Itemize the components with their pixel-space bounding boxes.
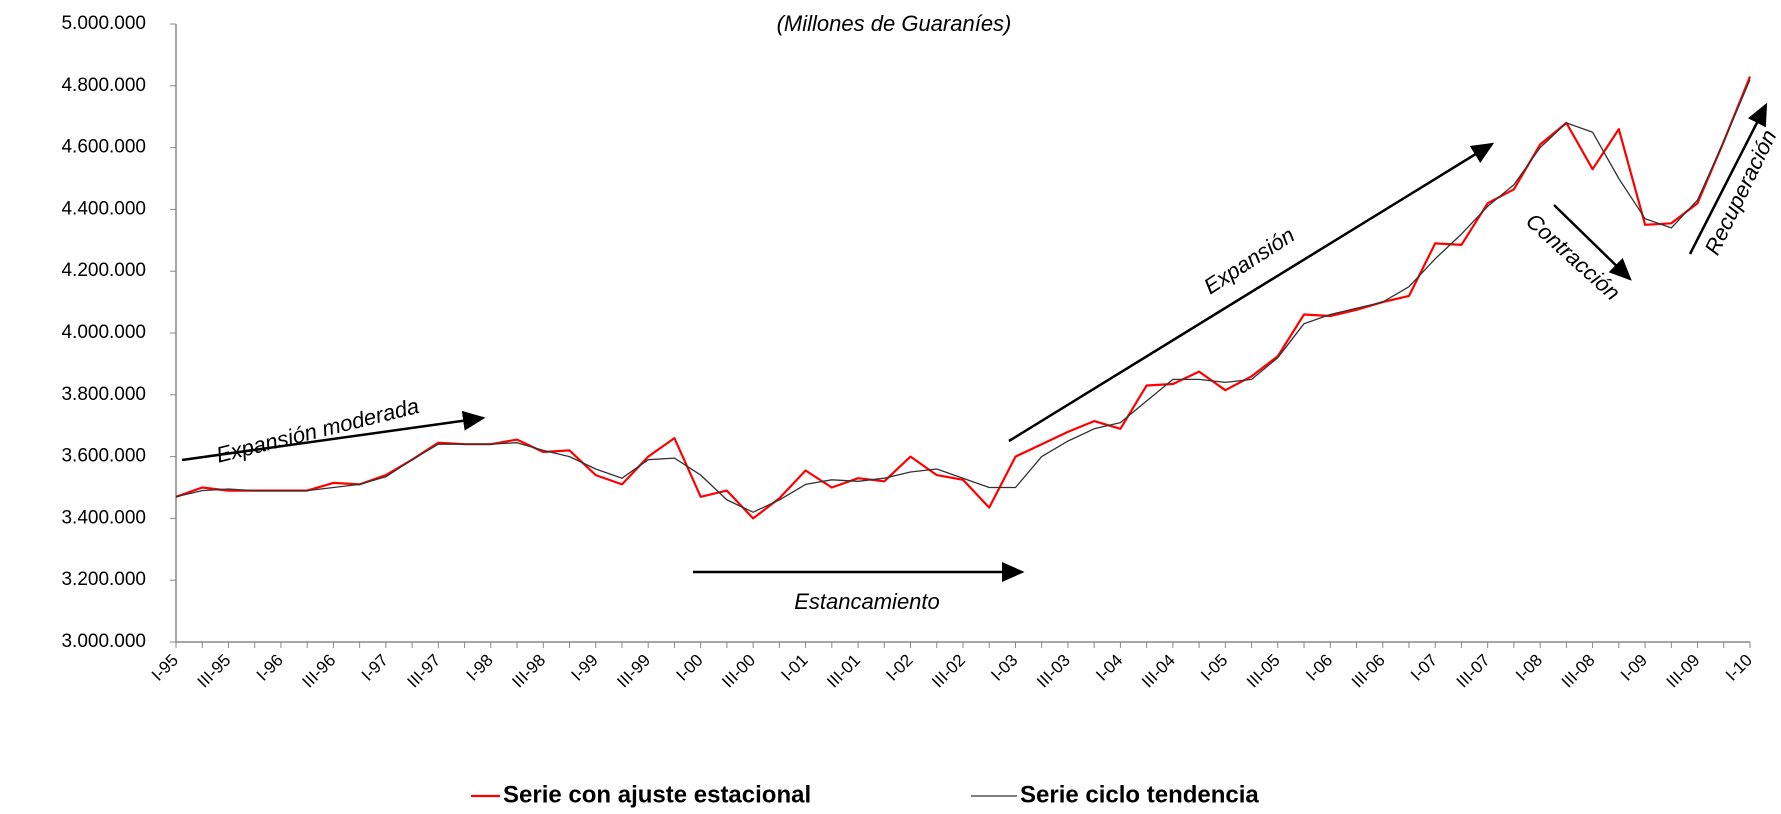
annotation: Recuperación — [1699, 126, 1781, 259]
y-tick-label: 3.200.000 — [61, 569, 146, 590]
x-tick-label: III-03 — [1033, 651, 1074, 692]
y-tick-label: 4.800.000 — [61, 75, 146, 96]
y-tick-label: 4.400.000 — [61, 198, 146, 219]
legend-label: Serie ciclo tendencia — [1020, 781, 1259, 808]
trend-arrows — [181, 102, 1768, 582]
x-tick-label: I-09 — [1617, 651, 1651, 685]
x-tick-label: III-01 — [823, 651, 864, 692]
arrow — [181, 410, 486, 462]
x-tick-label: I-99 — [568, 651, 602, 685]
x-tick-label: III-95 — [194, 651, 235, 692]
y-tick-label: 3.800.000 — [61, 384, 146, 405]
x-tick-label: I-07 — [1407, 651, 1441, 685]
x-tick-label: I-08 — [1512, 651, 1546, 685]
chart-subtitle: (Millones de Guaraníes) — [777, 11, 1012, 36]
y-tick-label: 3.000.000 — [61, 631, 146, 652]
series-line — [175, 79, 1751, 513]
x-tick-label: III-08 — [1558, 651, 1599, 692]
x-tick-label: I-05 — [1197, 651, 1231, 685]
arrow — [1688, 102, 1768, 255]
x-tick-label: III-02 — [928, 651, 969, 692]
x-tick-label: I-03 — [987, 651, 1021, 685]
y-tick-label: 4.000.000 — [61, 322, 146, 343]
series-line — [175, 76, 1752, 520]
x-tick-label: III-96 — [299, 651, 340, 692]
x-tick-label: I-98 — [463, 651, 497, 685]
x-tick-label: III-98 — [508, 651, 549, 692]
x-tick-label: III-04 — [1138, 651, 1179, 692]
y-tick-label: 4.600.000 — [61, 137, 146, 158]
x-tick-label: I-01 — [777, 651, 811, 685]
annotation: Expansión — [1199, 222, 1299, 299]
arrow — [1008, 142, 1495, 443]
y-tick-label: 3.400.000 — [61, 507, 146, 528]
x-tick-label: I-04 — [1092, 651, 1126, 685]
x-tick-label: III-00 — [718, 651, 759, 692]
arrow — [1553, 204, 1632, 281]
x-tick-label: I-06 — [1302, 651, 1336, 685]
y-tick-label: 3.600.000 — [61, 446, 146, 467]
y-tick-label: 4.200.000 — [61, 260, 146, 281]
x-tick-label: III-99 — [613, 651, 654, 692]
annotation: Estancamiento — [794, 589, 940, 614]
x-tick-label: III-07 — [1453, 651, 1494, 692]
x-tick-label: I-00 — [673, 651, 707, 685]
x-tick-label: I-95 — [148, 651, 182, 685]
x-tick-label: III-05 — [1243, 651, 1284, 692]
x-tick-label: III-09 — [1663, 651, 1704, 692]
legend-label: Serie con ajuste estacional — [503, 781, 811, 808]
x-tick-label: III-97 — [403, 651, 444, 692]
x-tick-label: I-10 — [1722, 651, 1756, 685]
x-tick-label: III-06 — [1348, 651, 1389, 692]
x-tick-label: I-97 — [358, 651, 392, 685]
x-tick-label: I-02 — [882, 651, 916, 685]
x-tick-label: I-96 — [253, 651, 287, 685]
y-tick-label: 5.000.000 — [61, 13, 146, 34]
